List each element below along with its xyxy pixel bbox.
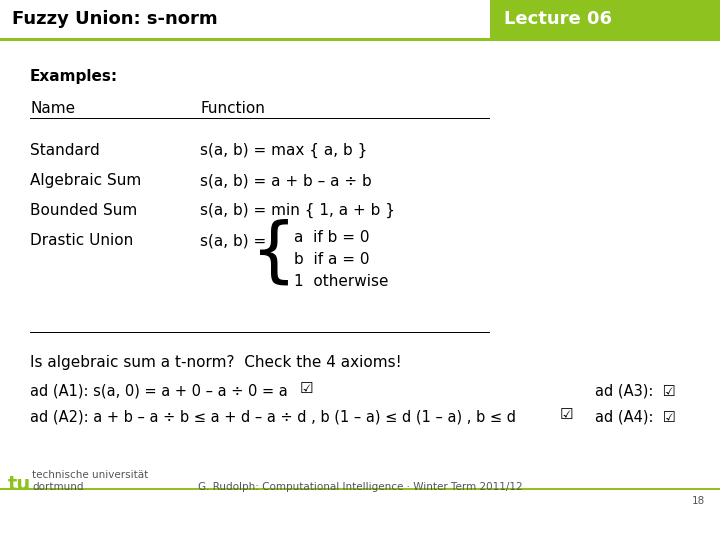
Text: ad (A1): s(a, 0) = a + 0 – a ÷ 0 = a: ad (A1): s(a, 0) = a + 0 – a ÷ 0 = a — [30, 383, 288, 398]
Text: technische universität
dortmund: technische universität dortmund — [32, 470, 148, 492]
Text: 1  otherwise: 1 otherwise — [294, 274, 389, 289]
Bar — [490, 0, 720, 38]
Bar — [30, 118, 490, 119]
Text: Bounded Sum: Bounded Sum — [30, 203, 138, 218]
Text: Fuzzy Union: s-norm: Fuzzy Union: s-norm — [12, 10, 217, 28]
Text: ☑: ☑ — [300, 381, 314, 396]
Text: ☑: ☑ — [560, 407, 574, 422]
Text: Examples:: Examples: — [30, 69, 118, 84]
Text: {: { — [251, 219, 297, 287]
Text: ad (A4):  ☑: ad (A4): ☑ — [595, 409, 676, 424]
Text: Name: Name — [30, 101, 75, 116]
Text: ad (A2): a + b – a ÷ b ≤ a + d – a ÷ d , b (1 – a) ≤ d (1 – a) , b ≤ d: ad (A2): a + b – a ÷ b ≤ a + d – a ÷ d ,… — [30, 409, 516, 424]
Text: tu: tu — [8, 475, 31, 494]
Bar — [0, 0, 720, 38]
Text: ad (A3):  ☑: ad (A3): ☑ — [595, 383, 676, 398]
Bar — [0, 488, 720, 490]
Text: 18: 18 — [692, 496, 705, 506]
Bar — [30, 332, 490, 333]
Text: s(a, b) =: s(a, b) = — [200, 233, 266, 248]
Text: a  if b = 0: a if b = 0 — [294, 231, 369, 246]
Text: s(a, b) = a + b – a ÷ b: s(a, b) = a + b – a ÷ b — [200, 173, 372, 188]
Text: Lecture 06: Lecture 06 — [504, 10, 612, 28]
Text: Standard: Standard — [30, 143, 100, 158]
Bar — [0, 38, 720, 41]
Text: Drastic Union: Drastic Union — [30, 233, 133, 248]
Text: s(a, b) = min { 1, a + b }: s(a, b) = min { 1, a + b } — [200, 203, 395, 218]
Text: s(a, b) = max { a, b }: s(a, b) = max { a, b } — [200, 143, 367, 158]
Text: b  if a = 0: b if a = 0 — [294, 253, 369, 267]
Bar — [0, 0, 490, 38]
Text: Is algebraic sum a t-norm?  Check the 4 axioms!: Is algebraic sum a t-norm? Check the 4 a… — [30, 355, 402, 370]
Text: Function: Function — [200, 101, 265, 116]
Text: Algebraic Sum: Algebraic Sum — [30, 173, 141, 188]
Text: G. Rudolph: Computational Intelligence · Winter Term 2011/12: G. Rudolph: Computational Intelligence ·… — [198, 482, 522, 492]
